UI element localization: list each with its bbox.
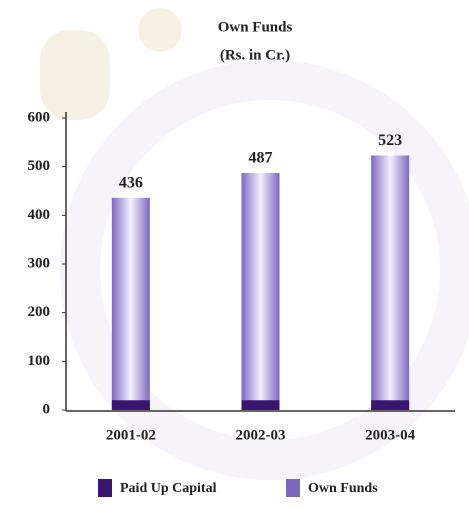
x-tick-label: 2002-03 (236, 427, 286, 443)
bar (371, 155, 410, 410)
value-label: 487 (249, 150, 273, 167)
y-tick-label: 200 (28, 304, 51, 320)
bar (371, 400, 410, 410)
watermark-ring (60, 60, 469, 480)
bar (241, 400, 280, 410)
y-tick-label: 500 (28, 158, 51, 174)
legend-label: Paid Up Capital (120, 481, 217, 496)
legend-swatch (286, 479, 300, 497)
watermark-shape (138, 8, 182, 52)
x-tick-label: 2001-02 (106, 427, 156, 443)
bar (111, 400, 150, 410)
y-tick-label: 400 (28, 207, 51, 223)
chart-subtitle: (Rs. in Cr.) (220, 47, 290, 63)
watermark (40, 8, 469, 480)
legend-label: Own Funds (308, 481, 378, 496)
y-tick-label: 600 (28, 109, 51, 125)
y-tick-label: 100 (28, 353, 51, 369)
x-tick-label: 2003-04 (365, 427, 415, 443)
y-tick-label: 0 (43, 401, 51, 417)
y-tick-label: 300 (28, 255, 51, 271)
chart-title: Own Funds (218, 19, 293, 35)
legend-swatch (98, 479, 112, 497)
bar (241, 172, 280, 410)
value-label: 436 (119, 174, 143, 191)
watermark-shape (40, 30, 110, 120)
value-label: 523 (378, 132, 402, 149)
bar (111, 197, 150, 410)
